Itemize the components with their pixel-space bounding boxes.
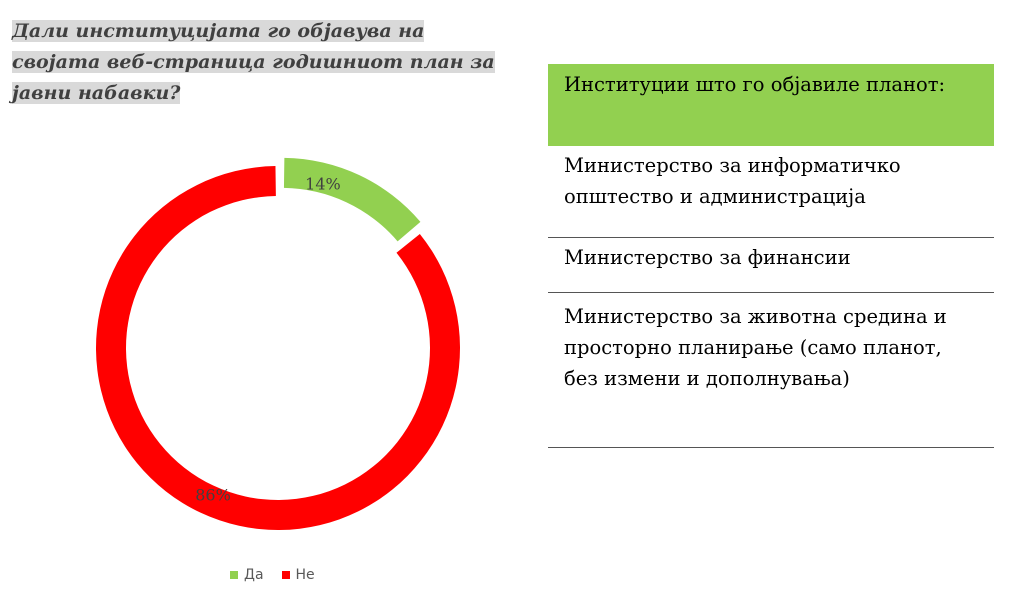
legend-item-no: Не [281,567,315,583]
legend-swatch-no [281,571,290,579]
chart-legend: Да Не [230,567,315,583]
legend-item-yes: Да [230,567,264,583]
table-row: Министерство за финансии [548,238,994,293]
data-label-no: 86% [195,486,231,505]
chart-title-wrap: Дали институцијата го објавува на својат… [12,16,502,109]
slice-yes [283,157,421,242]
data-label-yes: 14% [305,174,341,193]
table-header: Институции што го објавиле планот: [548,64,994,146]
legend-label-yes: Да [244,567,264,583]
table-row: Министерство за информатичко општество и… [548,146,994,238]
legend-label-no: Не [295,567,315,583]
donut-chart: 14% 86% [96,157,461,530]
institutions-table: Институции што го објавиле планот: Минис… [548,64,994,448]
table-row: Министерство за животна средина и просто… [548,293,994,448]
legend-swatch-yes [230,571,238,579]
